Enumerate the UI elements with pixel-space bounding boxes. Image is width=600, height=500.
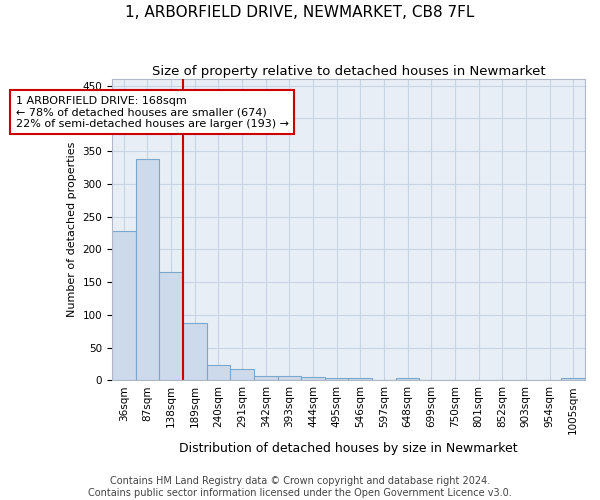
Bar xyxy=(112,231,136,380)
Bar xyxy=(136,159,159,380)
Text: 1 ARBORFIELD DRIVE: 168sqm
← 78% of detached houses are smaller (674)
22% of sem: 1 ARBORFIELD DRIVE: 168sqm ← 78% of deta… xyxy=(16,96,289,128)
Y-axis label: Number of detached properties: Number of detached properties xyxy=(67,142,77,318)
Bar xyxy=(325,378,349,380)
Bar xyxy=(301,377,325,380)
Text: 1, ARBORFIELD DRIVE, NEWMARKET, CB8 7FL: 1, ARBORFIELD DRIVE, NEWMARKET, CB8 7FL xyxy=(125,5,475,20)
Bar xyxy=(206,365,230,380)
Bar xyxy=(254,376,278,380)
Bar xyxy=(562,378,585,380)
Bar xyxy=(230,368,254,380)
Bar xyxy=(396,378,419,380)
Bar xyxy=(159,272,183,380)
Bar xyxy=(278,376,301,380)
Title: Size of property relative to detached houses in Newmarket: Size of property relative to detached ho… xyxy=(152,65,545,78)
Bar xyxy=(349,378,372,380)
Bar xyxy=(183,322,206,380)
X-axis label: Distribution of detached houses by size in Newmarket: Distribution of detached houses by size … xyxy=(179,442,518,455)
Text: Contains HM Land Registry data © Crown copyright and database right 2024.
Contai: Contains HM Land Registry data © Crown c… xyxy=(88,476,512,498)
